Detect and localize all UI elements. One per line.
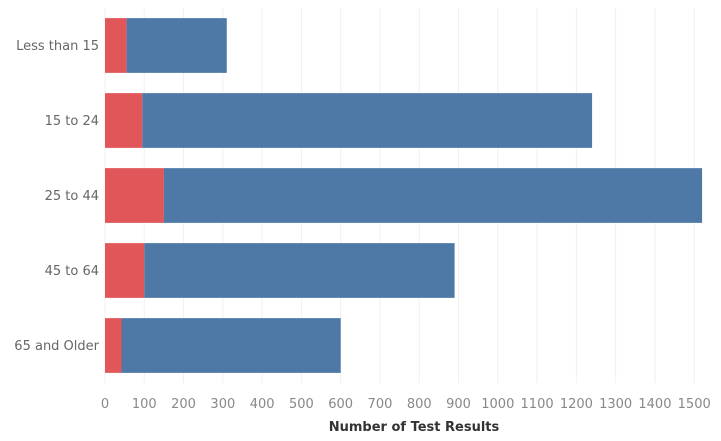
category-label: 25 to 44 bbox=[45, 189, 99, 204]
x-tick-label: 200 bbox=[171, 397, 196, 412]
category-label: 65 and Older bbox=[14, 339, 99, 354]
bar-segment bbox=[105, 318, 122, 373]
x-tick-label: 300 bbox=[210, 397, 235, 412]
category-label: 15 to 24 bbox=[45, 114, 99, 129]
x-tick-label: 0 bbox=[101, 397, 109, 412]
x-tick-label: 1300 bbox=[599, 397, 632, 412]
x-tick-label: 1500 bbox=[678, 397, 711, 412]
bar-segment bbox=[163, 168, 703, 223]
bar-segment bbox=[105, 18, 127, 73]
x-tick-label: 700 bbox=[368, 397, 393, 412]
x-tick-label: 900 bbox=[446, 397, 471, 412]
bar-segment bbox=[121, 318, 341, 373]
x-tick-label: 1400 bbox=[638, 397, 671, 412]
x-axis-ticks: 0 100 200 300 400 500 600 700 800 900 1000 1100 1200… bbox=[101, 397, 711, 412]
x-axis-title: Number of Test Results bbox=[329, 420, 500, 435]
x-tick-label: 500 bbox=[289, 397, 314, 412]
bar-segment bbox=[126, 18, 227, 73]
x-tick-label: 1100 bbox=[521, 397, 554, 412]
bar-segment bbox=[105, 168, 164, 223]
category-labels: Less than 15 15 to 24 25 to 44 45 to 64 65 a… bbox=[14, 39, 99, 354]
x-tick-label: 600 bbox=[328, 397, 353, 412]
bar-segment bbox=[142, 93, 593, 148]
bar-segment bbox=[105, 243, 145, 298]
category-label: Less than 15 bbox=[16, 39, 99, 54]
x-tick-label: 800 bbox=[407, 397, 432, 412]
category-label: 45 to 64 bbox=[45, 264, 99, 279]
x-tick-label: 1200 bbox=[560, 397, 593, 412]
x-tick-label: 100 bbox=[132, 397, 157, 412]
x-tick-label: 400 bbox=[250, 397, 275, 412]
x-tick-label: 1000 bbox=[481, 397, 514, 412]
bar-segment bbox=[105, 93, 143, 148]
bar-segment bbox=[144, 243, 455, 298]
bars bbox=[105, 18, 703, 373]
